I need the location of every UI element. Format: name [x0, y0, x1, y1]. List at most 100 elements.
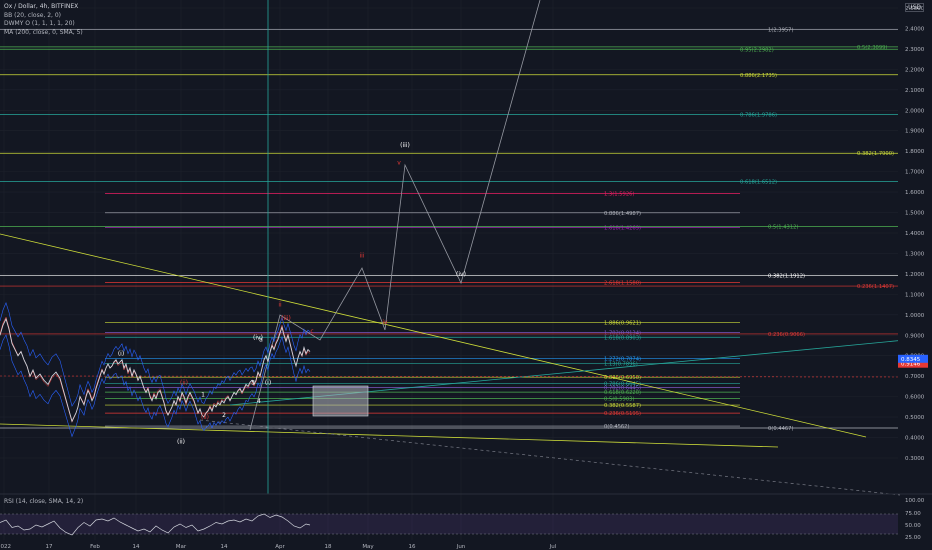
price-tick-18: 0.7000 — [905, 374, 925, 380]
wave-label-4: (ii) — [201, 414, 209, 421]
wave-label-8: (iv) — [253, 334, 263, 341]
rsi-tick-3: 25.00 — [905, 535, 921, 541]
price-tick-1: 2.4000 — [905, 26, 925, 32]
fib-label-8: 0.886(1.4987) — [604, 211, 641, 217]
rsi-band — [0, 514, 898, 534]
fib-label-21: 0.786(0.6645) — [604, 381, 641, 387]
rsi-tick-2: 50.00 — [905, 523, 921, 529]
wave-label-12: 4 — [257, 398, 261, 405]
price-axis-bg — [898, 0, 932, 494]
wave-label-11: 3 — [251, 379, 255, 386]
projection-path — [249, 0, 541, 431]
fib-label-25: 0.382(0.5587) — [604, 403, 641, 409]
fib-label-23: 0.618(0.6220) — [604, 390, 641, 396]
fib-label-3: 0.886(2.1735) — [740, 73, 777, 79]
fib-label-4: 0.786(1.9786) — [740, 113, 777, 119]
time-axis[interactable]: 2022 17 Feb 14 Mar 14 Apr 18 May 16 Jun Jul — [0, 541, 932, 550]
fib-label-5: 0.382(1.7900) — [857, 151, 894, 157]
currency-label[interactable]: USD — [905, 3, 924, 12]
price-tick-16: 0.9000 — [905, 333, 925, 339]
badge-text-0: 0.9146 — [901, 362, 921, 368]
fib-label-7: 1.3(1.5926) — [604, 192, 634, 198]
bb-lower — [0, 334, 311, 438]
trendline-upper — [0, 233, 867, 438]
badge-text-1: 0.8345 — [901, 357, 921, 363]
price-tick-8: 1.7000 — [905, 170, 925, 176]
time-axis-bg — [0, 541, 932, 550]
wave-label-0: (iii) — [400, 142, 410, 149]
badge-bg-0 — [898, 359, 928, 368]
fib-label-22: 0.702(0.6445) — [604, 386, 641, 392]
indicator-ma[interactable]: MA (200, close, 0, SMA, 5) — [4, 28, 83, 36]
price-tick-3: 2.2000 — [905, 67, 925, 73]
trendline-lower — [0, 423, 779, 448]
time-label-3: 14 — [133, 544, 140, 550]
time-label-0: 2022 — [0, 544, 11, 550]
time-label-4: Mar — [176, 544, 187, 550]
price-tick-4: 2.1000 — [905, 88, 925, 94]
fib-label-6: 0.618(1.6512) — [740, 180, 777, 186]
price-tick-10: 1.5000 — [905, 211, 925, 217]
price-tick-21: 0.4000 — [905, 436, 925, 442]
price-tick-19: 0.6000 — [905, 395, 925, 401]
time-label-2: Feb — [90, 544, 100, 550]
wave-label-18: c — [310, 328, 313, 335]
fib-label-19: 1.13(0.7896) — [604, 362, 638, 368]
fib-label-9: 1.618(1.4269) — [604, 225, 641, 231]
price-tick-15: 1.0000 — [905, 313, 925, 319]
time-label-6: Apr — [275, 544, 285, 550]
price-tick-9: 1.6000 — [905, 190, 925, 196]
wave-label-2: (i) — [118, 351, 124, 358]
wave-label-9: 1 — [201, 392, 205, 399]
price-tick-11: 1.4000 — [905, 231, 925, 237]
rsi-axis: 100.00 75.00 50.00 25.00 — [905, 498, 925, 541]
fib-label-26: 0.236(0.5195) — [604, 411, 641, 417]
price-tick-14: 1.1000 — [905, 292, 925, 298]
fib-label-17: 0.236(0.9066) — [768, 332, 805, 338]
rsi-line — [0, 513, 311, 536]
wave-label-15: iii — [359, 253, 364, 260]
price-tick-22: 0.3000 — [905, 456, 925, 462]
wave-label-14: ii — [278, 302, 282, 309]
wave-projection — [249, 0, 541, 494]
indicator-bb[interactable]: BB (20, close, 2, 0) — [4, 11, 61, 19]
fib-label-2: 0.5(2.3099) — [857, 45, 887, 51]
price-tick-2: 2.3000 — [905, 47, 925, 53]
wave-label-5: (ii) — [180, 379, 188, 386]
price-line — [0, 317, 311, 423]
wave-label-16: iv — [382, 319, 388, 326]
price-tick-0: 2.5000 — [905, 6, 925, 12]
price-tick-12: 1.3000 — [905, 251, 925, 257]
time-label-9: 16 — [409, 544, 416, 550]
chart-legend: Ox / Dollar, 4h, BITFINEX BB (20, close,… — [4, 3, 83, 37]
wave-label-6: (i) — [265, 379, 271, 386]
wave-labels: (iii) (iv) (i) (ii) (ii) (ii) (i) (iii) (iv) 1 2 3 4… — [118, 142, 466, 446]
symbol-title[interactable]: Ox / Dollar, 4h, BITFINEX — [4, 3, 79, 10]
price-tick-13: 1.2000 — [905, 272, 925, 278]
wave-label-3: (ii) — [177, 439, 185, 446]
rsi-tick-0: 100.00 — [905, 498, 925, 504]
price-tick-7: 1.8000 — [905, 149, 925, 155]
price-axis[interactable]: 2.5000 2.4000 2.3000 2.2000 2.1000 2.0000 1.90… — [898, 0, 932, 494]
fib-label-27: 0(0.4562) — [604, 424, 630, 430]
fib-label-15: 1.702(0.9134) — [604, 331, 641, 337]
indicator-dwmy[interactable]: DWMY O (1, 1, 1, 1, 20) — [4, 20, 75, 27]
fib-label-10: 0.5(1.4312) — [768, 225, 798, 231]
price-tick-6: 1.9000 — [905, 129, 925, 135]
fib-label-16: 1.618(0.8903) — [604, 335, 641, 341]
rsi-legend[interactable]: RSI (14, close, SMA, 14, 2) — [4, 498, 84, 505]
fib-label-18: 1.272(0.7874) — [604, 356, 641, 362]
rsi-pane[interactable] — [0, 513, 898, 536]
wave-label-13: a — [259, 336, 263, 343]
target-zone — [312, 385, 369, 417]
fibonacci-levels: 1(2.3957) 0.95(2.2982) 0.5(2.3099) 0.886(2.… — [0, 27, 898, 432]
rsi-tick-1: 75.00 — [905, 511, 921, 517]
fib-label-20: 0.886(0.6950) — [604, 375, 641, 381]
wave-label-1: (iv) — [456, 271, 466, 278]
fib-label-24: 0.5(0.5903) — [604, 397, 634, 403]
fib-label-11: 0.382(1.1912) — [768, 274, 805, 280]
time-label-7: 18 — [325, 544, 332, 550]
price-tick-5: 2.0000 — [905, 108, 925, 114]
